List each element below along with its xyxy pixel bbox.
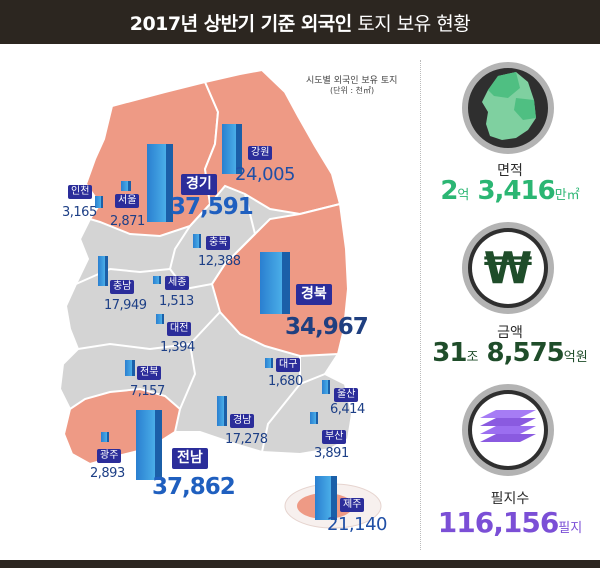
label-gyeongbuk: 경북 xyxy=(296,284,332,305)
stat-parcels-label: 필지수 xyxy=(490,491,530,507)
stat-amount-label: 금액 xyxy=(497,325,523,341)
label-gwangju: 광주 xyxy=(97,449,122,463)
label-seoul: 서울 xyxy=(115,194,140,208)
bar-sejong xyxy=(153,276,161,284)
value-seoul: 2,871 xyxy=(110,214,145,229)
bar-jeonbuk xyxy=(125,360,135,376)
bar-busan xyxy=(310,412,318,424)
label-jeju: 제주 xyxy=(340,498,365,512)
header-bar: 2017년 상반기 기준 외국인 토지 보유 현황 xyxy=(0,0,600,44)
value-jeonbuk: 7,157 xyxy=(130,384,165,399)
bar-daejeon xyxy=(156,314,164,324)
label-incheon: 인천 xyxy=(68,185,93,199)
label-ulsan: 울산 xyxy=(334,388,359,402)
value-gyeonggi: 37,591 xyxy=(170,194,254,220)
label-chungbuk: 충북 xyxy=(206,236,231,250)
bar-jeonnam xyxy=(136,410,162,480)
bar-gangwon xyxy=(222,124,242,174)
footer-bar xyxy=(0,560,600,568)
svg-text:₩: ₩ xyxy=(484,243,533,294)
value-jeju: 21,140 xyxy=(327,514,387,535)
stat-amount-value: 31조 8,575억원 xyxy=(432,338,588,368)
label-gyeongnam: 경남 xyxy=(230,414,255,428)
bar-jeju xyxy=(315,476,337,520)
bar-daegu xyxy=(265,358,273,368)
bar-chungnam xyxy=(98,256,108,286)
value-gwangju: 2,893 xyxy=(90,466,125,481)
label-jeonnam: 전남 xyxy=(172,448,208,469)
label-jeonbuk: 전북 xyxy=(137,366,162,380)
korea-map-icon xyxy=(462,62,554,154)
bar-seoul xyxy=(121,181,131,191)
bar-chungbuk xyxy=(193,234,201,248)
label-busan: 부산 xyxy=(322,430,347,444)
value-gyeongbuk: 34,967 xyxy=(285,314,369,340)
label-daejeon: 대전 xyxy=(167,322,192,336)
legend-title: 시도별 외국인 보유 토지 xyxy=(306,76,398,86)
won-icon: ₩ xyxy=(462,222,554,314)
value-sejong: 1,513 xyxy=(159,294,194,309)
legend-unit: (단위 : 천㎡) xyxy=(330,86,375,95)
bar-incheon xyxy=(95,196,103,208)
panel-divider xyxy=(420,60,421,550)
label-sejong: 세종 xyxy=(165,276,190,290)
value-incheon: 3,165 xyxy=(62,205,97,220)
bar-gyeongbuk xyxy=(260,252,290,314)
bar-gwangju xyxy=(101,432,109,442)
label-gangwon: 강원 xyxy=(248,146,273,160)
label-gyeonggi: 경기 xyxy=(181,174,217,195)
bar-gyeonggi xyxy=(147,144,173,222)
value-jeonnam: 37,862 xyxy=(152,474,236,500)
label-chungnam: 충남 xyxy=(110,280,135,294)
value-gangwon: 24,005 xyxy=(235,164,295,185)
value-ulsan: 6,414 xyxy=(330,402,365,417)
value-chungbuk: 12,388 xyxy=(198,254,241,269)
bar-gyeongnam xyxy=(217,396,227,426)
stat-area-value: 2억 3,416만㎡ xyxy=(440,176,580,206)
layers-icon xyxy=(462,384,554,476)
stat-area-label: 면적 xyxy=(497,163,523,179)
stat-parcels-value: 116,156필지 xyxy=(437,506,583,539)
label-daegu: 대구 xyxy=(276,358,301,372)
value-daegu: 1,680 xyxy=(268,374,303,389)
value-daejeon: 1,394 xyxy=(160,340,195,355)
value-busan: 3,891 xyxy=(314,446,349,461)
value-gyeongnam: 17,278 xyxy=(225,432,268,447)
korea-map: 강원 24,005 경기 37,591 인천 3,165 서울 2,871 충북… xyxy=(0,44,420,560)
bar-ulsan xyxy=(322,380,330,394)
page-title: 2017년 상반기 기준 외국인 토지 보유 현황 xyxy=(129,12,471,35)
value-chungnam: 17,949 xyxy=(104,298,147,313)
